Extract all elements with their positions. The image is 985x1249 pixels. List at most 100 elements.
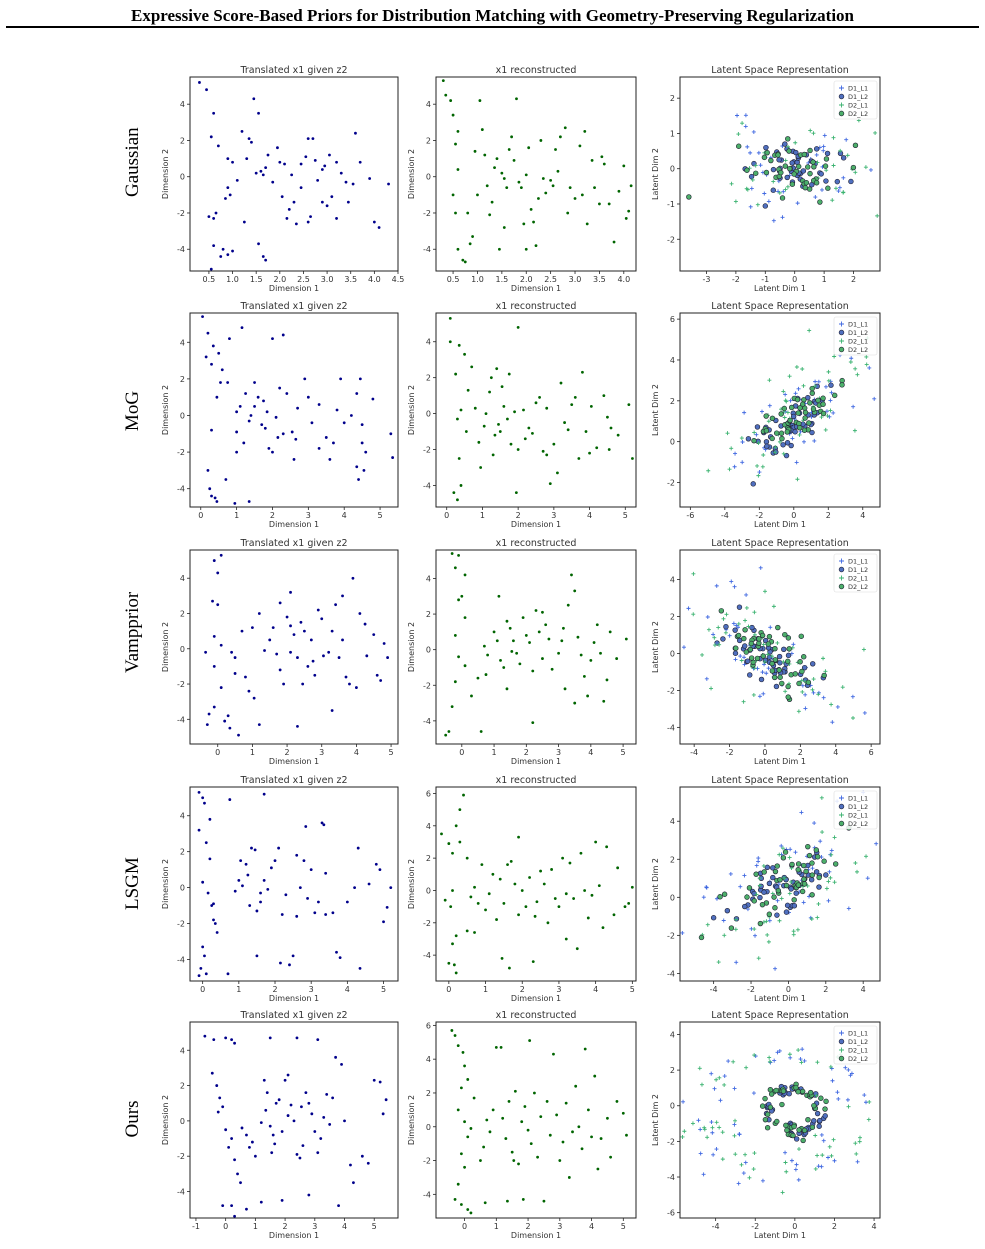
marker-d1-l2 — [816, 884, 822, 890]
marker-d1-l1 — [762, 662, 767, 667]
scatter-point — [360, 423, 364, 427]
scatter-point — [449, 99, 453, 102]
marker-d2-l1 — [787, 374, 792, 379]
scatter-point — [362, 468, 366, 472]
marker-d2-l1 — [761, 453, 766, 458]
marker-d2-l2 — [769, 415, 776, 421]
scatter-point — [602, 394, 606, 398]
marker-d2-l1 — [782, 415, 787, 420]
marker-d2-l1 — [845, 153, 850, 158]
scatter-point — [501, 1116, 505, 1120]
marker-d2-l1 — [855, 869, 860, 874]
marker-d2-l2 — [815, 854, 821, 860]
scatter-point — [273, 859, 277, 863]
marker-d1-l1 — [710, 1130, 715, 1135]
scatter-point — [245, 157, 249, 160]
scatter-point — [337, 656, 341, 659]
marker-d2-l1 — [736, 132, 741, 137]
panel-title: x1 reconstructed — [496, 538, 577, 549]
marker-d2-l2 — [741, 635, 747, 642]
marker-d2-l2 — [823, 156, 830, 162]
scatter-point — [204, 841, 208, 845]
legend-marker — [839, 85, 844, 91]
scatter-point — [564, 937, 568, 941]
marker-d2-l2 — [801, 397, 807, 403]
scatter-point — [516, 448, 520, 451]
x-axis-label: Latent Dim 1 — [754, 757, 806, 766]
scatter-point — [217, 351, 221, 355]
scatter-point — [484, 412, 488, 415]
scatter-point — [285, 392, 289, 395]
marker-d1-l1 — [709, 1120, 714, 1125]
scatter-point — [454, 372, 458, 376]
marker-d1-l1 — [733, 451, 738, 456]
scatter-point — [238, 404, 242, 408]
y-axis-label: Dimension 2 — [407, 149, 416, 199]
y-tick-label: -2 — [667, 931, 675, 940]
marker-d1-l1 — [836, 189, 841, 194]
y-tick-label: 0 — [670, 1102, 675, 1111]
marker-d1-l1 — [704, 676, 709, 681]
scatter-point — [609, 1155, 613, 1159]
panel-1-1: Translated x1 given z20.5 1.0 1.5 2.0 2.5 3.0… — [161, 65, 404, 293]
legend-entry: D1_L1 — [848, 795, 868, 803]
marker-d2-l2 — [832, 392, 838, 399]
marker-d2-l2 — [785, 658, 791, 665]
marker-d2-l1 — [736, 621, 741, 626]
scatter-point — [550, 868, 553, 871]
y-tick-label: 2 — [426, 374, 431, 383]
scatter-point — [541, 610, 544, 614]
marker-d2-l2 — [795, 882, 802, 888]
marker-d1-l1 — [726, 1059, 731, 1064]
scatter-point — [228, 798, 232, 801]
scatter-point — [322, 823, 326, 827]
scatter-point — [484, 673, 488, 676]
marker-d1-l1 — [796, 1177, 801, 1182]
scatter-point — [278, 386, 282, 390]
marker-d2-l2 — [780, 855, 787, 861]
marker-d1-l2 — [751, 890, 757, 897]
scatter-point — [213, 496, 217, 500]
scatter-point — [223, 719, 227, 723]
y-tick-label: -2 — [667, 478, 675, 487]
scatter-point — [331, 911, 335, 915]
marker-d2-l2 — [772, 646, 778, 652]
marker-d2-l1 — [864, 354, 869, 359]
marker-d2-l1 — [750, 177, 755, 182]
scatter-point — [518, 662, 522, 666]
scatter-point — [366, 1161, 370, 1165]
marker-d2-l1 — [785, 410, 790, 415]
marker-d1-l1 — [760, 1178, 765, 1183]
x-tick-label: -6 — [686, 511, 694, 520]
scatter-point — [358, 967, 362, 970]
scatter-point — [280, 1198, 284, 1202]
scatter-point — [461, 1051, 465, 1054]
scatter-point — [627, 403, 631, 407]
scatter-point — [332, 441, 335, 445]
marker-d2-l2 — [805, 843, 811, 850]
marker-d2-l1 — [756, 473, 761, 478]
scatter-point — [488, 1130, 492, 1134]
scatter-point — [586, 1108, 590, 1112]
marker-d2-l1 — [816, 692, 821, 697]
marker-d2-l2 — [772, 657, 778, 663]
marker-d1-l1 — [829, 848, 834, 853]
scatter-point — [309, 638, 313, 642]
marker-d1-l1 — [701, 1172, 706, 1177]
scatter-point — [463, 1165, 466, 1169]
marker-d2-l2 — [775, 152, 781, 158]
scatter-point — [457, 655, 460, 659]
x-tick-label: 0 — [459, 748, 464, 757]
scatter-point — [607, 448, 611, 451]
marker-d1-l1 — [826, 898, 831, 903]
marker-d2-l1 — [761, 863, 766, 868]
scatter-point — [504, 1137, 508, 1140]
scatter-point — [310, 421, 314, 425]
marker-d2-l1 — [815, 915, 820, 920]
scatter-point — [291, 954, 295, 958]
marker-d1-l1 — [760, 670, 765, 675]
scatter-point — [322, 1115, 326, 1119]
scatter-point — [479, 730, 483, 733]
marker-d1-l2 — [791, 903, 798, 909]
marker-d2-l1 — [855, 372, 860, 377]
